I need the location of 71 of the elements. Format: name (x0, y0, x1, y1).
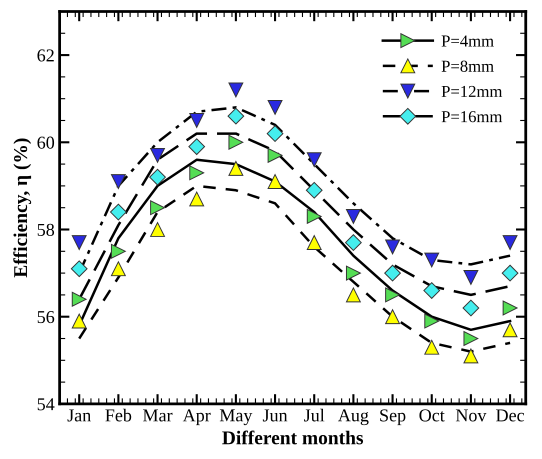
point (72, 292, 87, 307)
point (424, 252, 440, 268)
point (268, 174, 282, 189)
point (346, 208, 361, 224)
point (385, 309, 400, 324)
point (268, 148, 282, 163)
point (346, 287, 361, 302)
x-tick-label: Feb (105, 408, 132, 422)
point (228, 134, 244, 150)
point (423, 282, 440, 299)
point (189, 113, 204, 128)
x-tick-label: Jun (262, 409, 288, 422)
point (110, 244, 126, 259)
x-tick-label: Aug (338, 409, 369, 426)
point (463, 348, 478, 364)
y-axis-title: Efficiency, η (%) (13, 138, 32, 278)
point (345, 234, 362, 251)
point (424, 340, 440, 355)
point (149, 168, 166, 186)
point (384, 264, 401, 282)
x-tick-label: May (220, 409, 252, 426)
point (110, 261, 126, 276)
point (110, 174, 126, 189)
point (463, 270, 478, 285)
point (150, 222, 165, 237)
point (306, 235, 322, 250)
x-tick-label: Jan (68, 409, 91, 422)
y-tick-label: 54 (38, 398, 54, 410)
point (72, 314, 87, 328)
x-tick-label: Dec (496, 409, 524, 422)
point (502, 264, 518, 282)
point (346, 266, 361, 281)
point (189, 165, 204, 180)
legend-label: P=4mm (442, 36, 494, 46)
y-tick-label: 58 (38, 224, 54, 236)
legend-label: P=12mm (442, 86, 502, 97)
point (306, 208, 322, 224)
point (150, 200, 165, 216)
y-tick-label: 62 (37, 49, 54, 62)
point (188, 138, 206, 155)
x-axis-title: Different months (222, 430, 364, 444)
point (72, 235, 87, 250)
point (424, 314, 440, 328)
point (150, 148, 165, 163)
point (502, 235, 518, 250)
point (385, 287, 400, 302)
legend-label: P=16mm (442, 111, 502, 122)
x-tick-label: Nov (456, 409, 486, 422)
legend-label: P=8mm (442, 60, 494, 72)
y-tick-label: 56 (38, 311, 54, 324)
point (228, 161, 244, 176)
x-tick-label: Sep (380, 409, 406, 426)
point (228, 82, 244, 98)
y-tick-label: 60 (37, 136, 54, 149)
point (266, 125, 284, 142)
point (502, 322, 518, 338)
point (189, 192, 204, 206)
point (385, 240, 400, 254)
point (463, 331, 478, 346)
point (70, 260, 88, 278)
x-tick-label: Apr (182, 409, 211, 426)
point (306, 182, 323, 199)
point (502, 300, 518, 316)
point (228, 108, 244, 124)
x-tick-label: Jul (304, 408, 324, 422)
point (462, 300, 480, 316)
point (306, 152, 322, 168)
x-tick-label: Mar (143, 409, 172, 422)
x-tick-label: Oct (419, 409, 445, 422)
point (110, 204, 127, 220)
point (268, 100, 282, 115)
